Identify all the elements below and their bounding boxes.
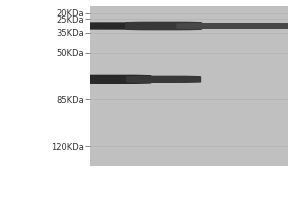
FancyBboxPatch shape (126, 76, 201, 83)
FancyBboxPatch shape (74, 75, 152, 84)
FancyBboxPatch shape (176, 23, 253, 29)
FancyBboxPatch shape (227, 23, 300, 29)
FancyBboxPatch shape (125, 22, 202, 30)
FancyBboxPatch shape (75, 22, 151, 30)
